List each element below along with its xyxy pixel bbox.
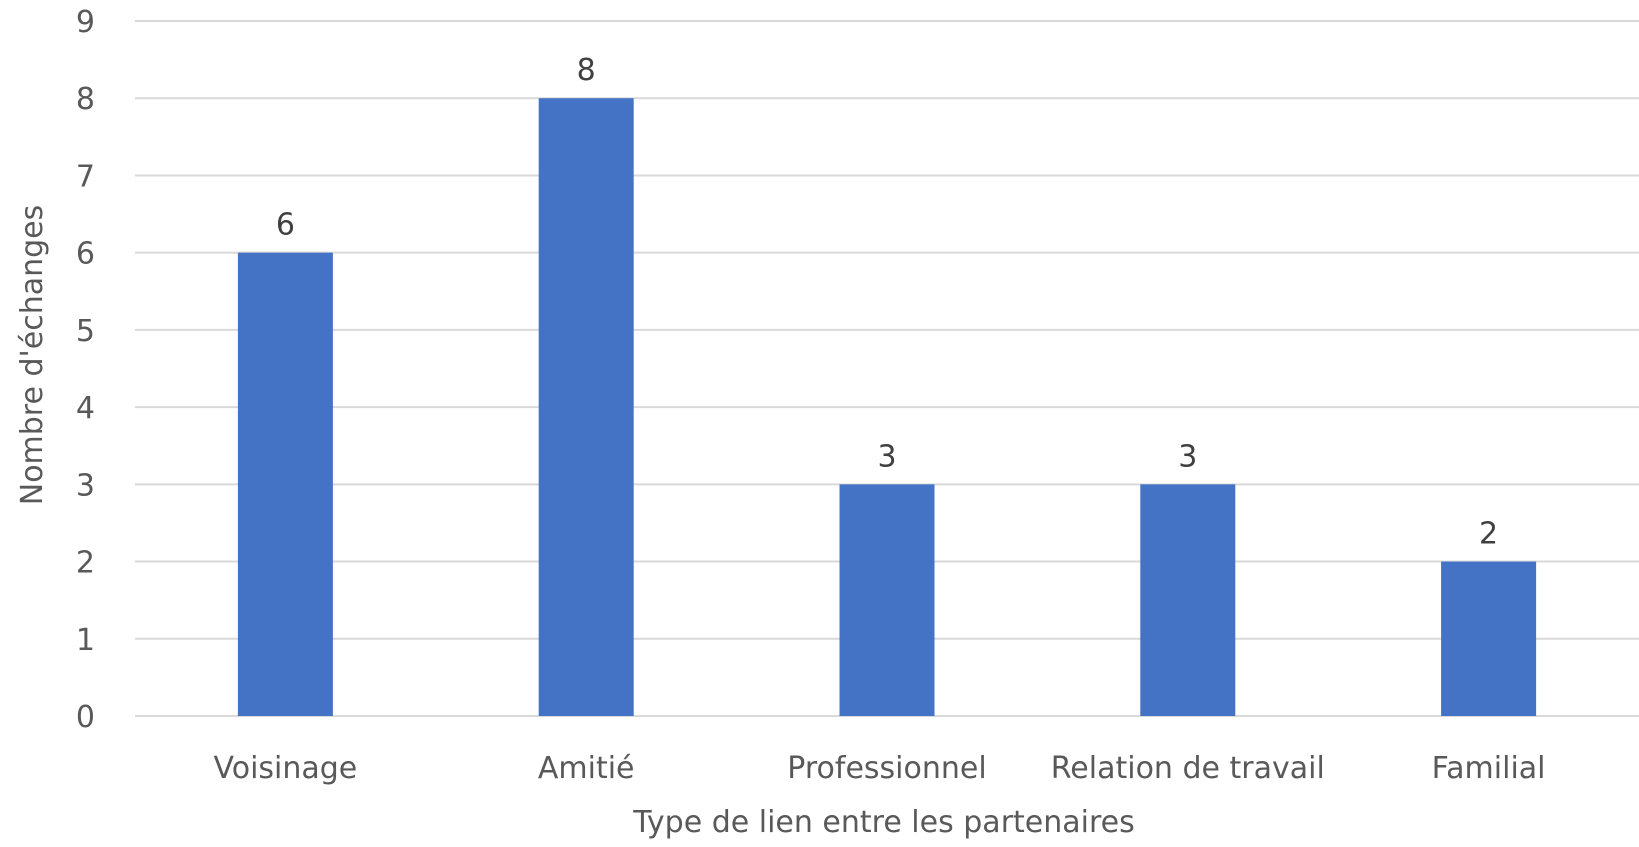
- y-tick-label: 7: [76, 159, 95, 194]
- x-axis-ticks: Voisinage Amitié Professionnel Relation de …: [214, 751, 1546, 786]
- y-tick-label: 3: [76, 468, 95, 503]
- y-tick-label: 6: [76, 237, 95, 272]
- y-axis-ticks: 0 1 2 3 4 5 6 7 8 9: [76, 5, 95, 735]
- y-tick-label: 0: [76, 700, 95, 735]
- y-tick-label: 5: [76, 314, 95, 349]
- y-tick-label: 9: [76, 5, 95, 40]
- x-tick-label: Familial: [1432, 751, 1546, 786]
- bar: [1140, 484, 1236, 716]
- x-tick-label: Amitié: [538, 751, 635, 786]
- data-label: 6: [276, 208, 295, 243]
- x-tick-label: Voisinage: [214, 751, 358, 786]
- bar: [538, 98, 634, 716]
- x-tick-label: Relation de travail: [1051, 751, 1325, 786]
- bar: [839, 484, 935, 716]
- data-label: 2: [1479, 517, 1498, 552]
- data-label: 8: [577, 53, 596, 88]
- y-tick-label: 4: [76, 391, 95, 426]
- data-label: 3: [1178, 439, 1197, 474]
- y-tick-label: 2: [76, 546, 95, 581]
- data-labels: 6 8 3 3 2: [276, 53, 1498, 551]
- bars: [237, 98, 1537, 716]
- x-tick-label: Professionnel: [787, 751, 986, 786]
- y-axis-title: Nombre d'échanges: [15, 205, 50, 506]
- y-tick-label: 1: [76, 623, 95, 658]
- bar: [1441, 561, 1537, 716]
- x-axis-title: Type de lien entre les partenaires: [632, 805, 1135, 840]
- data-label: 3: [877, 439, 896, 474]
- y-tick-label: 8: [76, 82, 95, 117]
- bar: [237, 252, 333, 716]
- gridlines: [135, 20, 1639, 717]
